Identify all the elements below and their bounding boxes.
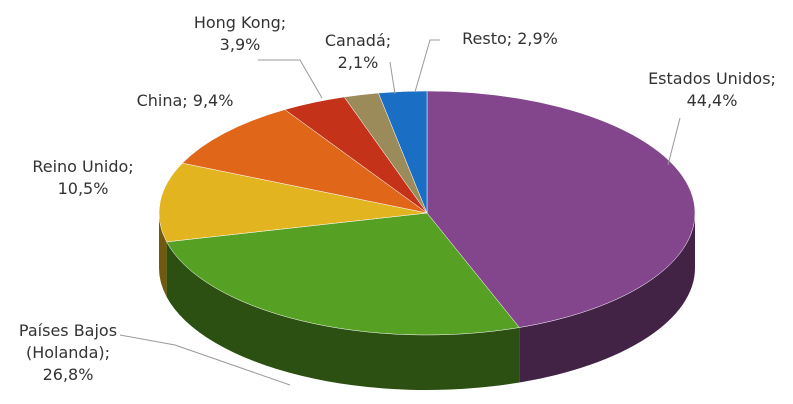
- label: Reino Unido; 10,5%: [18, 156, 148, 200]
- label-value: 26,8%: [42, 365, 94, 384]
- label-value: 44,4%: [686, 91, 738, 110]
- label-value: 2,9%: [517, 29, 558, 48]
- label: Hong Kong; 3,9%: [185, 12, 295, 56]
- label: Países Bajos (Holanda); 26,8%: [8, 320, 128, 386]
- label-name: Estados Unidos;: [648, 69, 776, 88]
- leader-line: [258, 59, 323, 99]
- slice: [181, 109, 428, 214]
- slice: [378, 90, 428, 214]
- leader-line: [667, 117, 681, 166]
- label-value: 2,1%: [337, 53, 379, 72]
- leader-line: [119, 334, 291, 386]
- label-value: 3,9%: [219, 35, 261, 54]
- label-name: China;: [136, 91, 188, 110]
- label: Estados Unidos; 44,4%: [648, 68, 776, 112]
- label-value: 9,4%: [192, 91, 234, 110]
- leader-line: [414, 39, 440, 93]
- slices: [158, 90, 696, 390]
- label-name: Canadá;: [324, 31, 392, 50]
- label-value: 10,5%: [57, 179, 109, 198]
- label: Resto; 2,9%: [440, 28, 580, 50]
- label-name: Países Bajos (Holanda);: [18, 321, 118, 362]
- leader-lines: [119, 39, 681, 386]
- leader-line: [389, 61, 396, 95]
- slice: [158, 162, 428, 243]
- label-name: Reino Unido;: [32, 157, 134, 176]
- slice-side: [166, 241, 520, 390]
- slice-side: [519, 213, 695, 383]
- label-name: Resto;: [462, 29, 513, 48]
- label: Canadá; 2,1%: [318, 30, 398, 74]
- slice-side: [159, 213, 167, 297]
- slice: [426, 90, 696, 328]
- label-name: Hong Kong;: [193, 13, 287, 32]
- label: China; 9,4%: [95, 90, 275, 112]
- slice: [166, 212, 520, 336]
